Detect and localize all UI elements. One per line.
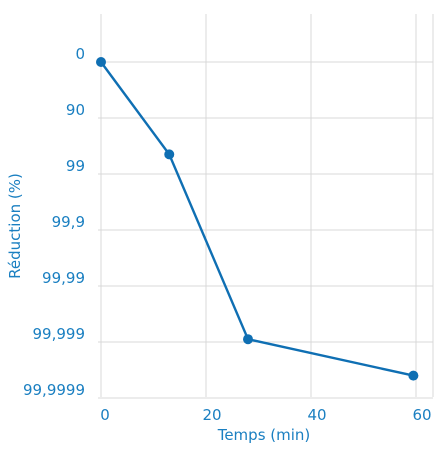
y-tick-label: 99: [66, 157, 85, 175]
series-line: [100, 61, 414, 377]
tick-labels: 0 20 40 60 0 90 99 99,9 99,99 99,999 99,9999: [23, 45, 432, 424]
data-point: [243, 334, 253, 345]
x-tick-label: 0: [100, 406, 110, 424]
data-point: [408, 370, 419, 381]
y-tick-label: 99,9: [52, 213, 85, 231]
data-point: [96, 57, 106, 67]
data-point: [164, 149, 175, 160]
x-tick-label: 20: [202, 406, 221, 424]
y-tick-label: 99,999: [33, 325, 86, 343]
x-axis-title: Temps (min): [217, 426, 311, 444]
series: [96, 57, 419, 381]
x-tick-label: 40: [307, 406, 326, 424]
y-axis-title: Réduction (%): [6, 173, 24, 279]
x-tick-label: 60: [412, 406, 431, 424]
y-tick-label: 0: [75, 45, 85, 63]
y-tick-label: 99,99: [42, 269, 85, 287]
y-tick-label: 99,9999: [23, 381, 85, 399]
y-tick-label: 90: [66, 101, 85, 119]
grid: [98, 14, 434, 399]
